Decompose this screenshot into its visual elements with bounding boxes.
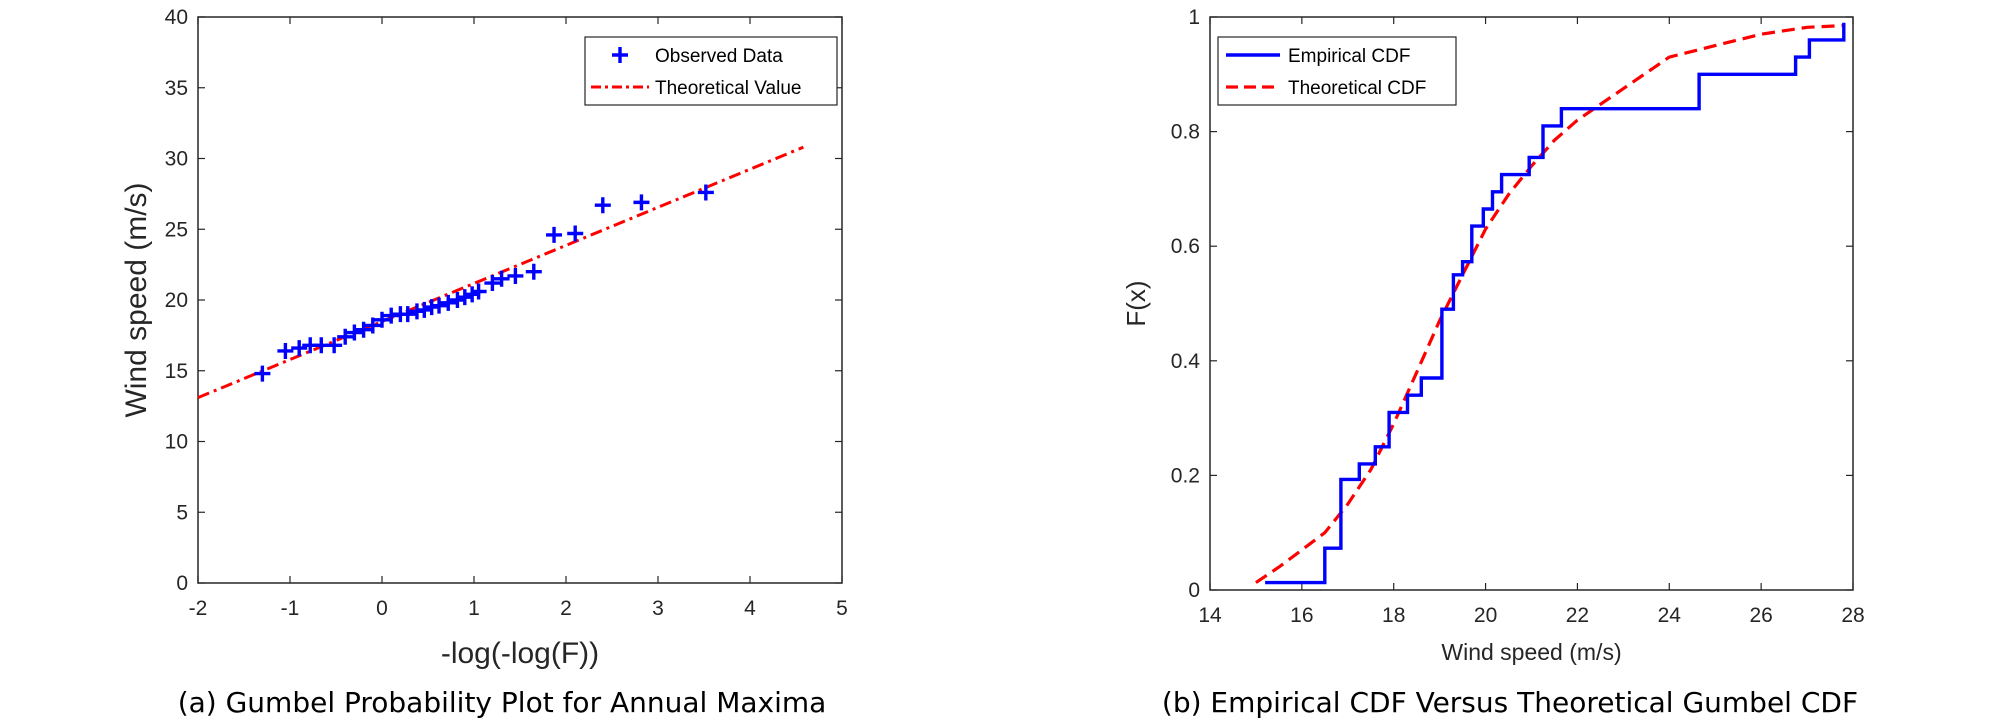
observed-data-point <box>326 337 343 354</box>
observed-data-point <box>697 184 714 201</box>
observed-data-point <box>525 263 542 280</box>
y-axis-title: F(x) <box>1121 280 1151 326</box>
observed-data-point <box>416 301 433 318</box>
x-tick-label: -1 <box>281 597 300 620</box>
y-tick-label: 15 <box>165 360 188 383</box>
y-tick-label: 0 <box>1188 579 1200 602</box>
observed-data-point <box>633 194 650 211</box>
x-tick-label: 24 <box>1658 604 1682 627</box>
legend-theoretical-label: Theoretical Value <box>655 78 801 99</box>
y-tick-label: 1 <box>1188 6 1200 29</box>
observed-data-point <box>456 289 473 306</box>
y-tick-label: 30 <box>165 148 188 171</box>
observed-data-point <box>355 321 372 338</box>
y-tick-label: 35 <box>165 77 188 100</box>
x-tick-label: 22 <box>1566 604 1589 627</box>
legend-observed-marker <box>612 47 628 63</box>
caption-a: (a) Gumbel Probability Plot for Annual M… <box>178 686 827 719</box>
observed-data-point <box>277 342 294 359</box>
observed-data-point <box>507 267 524 284</box>
y-tick-label: 0 <box>176 572 188 595</box>
empirical-cdf-line <box>1265 22 1846 585</box>
x-tick-label: 18 <box>1382 604 1405 627</box>
y-tick-label: 5 <box>176 501 188 524</box>
observed-data-point <box>337 328 354 345</box>
observed-data-point <box>567 225 584 242</box>
observed-data-point <box>440 294 457 311</box>
x-tick-label: -2 <box>189 597 208 620</box>
x-tick-label: 26 <box>1749 604 1772 627</box>
observed-data-point <box>546 226 563 243</box>
observed-data-point <box>594 197 611 214</box>
x-axis-title: -log(-log(F)) <box>441 637 599 670</box>
x-tick-label: 14 <box>1198 604 1222 627</box>
y-tick-label: 0.4 <box>1171 350 1201 373</box>
x-tick-label: 3 <box>652 597 664 620</box>
x-tick-label: 16 <box>1290 604 1313 627</box>
x-tick-label: 20 <box>1474 604 1497 627</box>
legend-observed-label: Observed Data <box>655 46 783 67</box>
observed-data-point <box>493 270 510 287</box>
observed-data-point <box>291 340 308 357</box>
observed-data-point <box>484 275 501 292</box>
y-tick-label: 25 <box>165 218 188 241</box>
x-tick-label: 4 <box>744 597 756 620</box>
observed-data-point <box>449 292 466 308</box>
y-axis-title: Wind speed (m/s) <box>120 182 153 417</box>
observed-data-point <box>470 283 487 300</box>
observed-data-point <box>254 365 271 382</box>
observed-data-point <box>346 324 363 341</box>
y-tick-label: 0.2 <box>1171 464 1200 487</box>
y-tick-label: 10 <box>165 431 188 454</box>
chart-gumbel-probability-plot: -2 -1 0 1 2 3 4 5 0 5 10 15 20 25 30 35 40 -log(-log(F)) W… <box>120 6 848 670</box>
x-axis-title: Wind speed (m/s) <box>1441 639 1621 665</box>
legend-empirical-label: Empirical CDF <box>1288 46 1410 67</box>
legend-box <box>1217 36 1457 106</box>
observed-data-point <box>364 317 381 334</box>
observed-data-point <box>431 297 448 314</box>
x-tick-label: 5 <box>836 597 848 620</box>
caption-b: (b) Empirical CDF Versus Theoretical Gum… <box>1162 686 1858 719</box>
x-tick-label: 1 <box>468 597 480 620</box>
observed-data-point <box>399 306 416 323</box>
x-tick-label: 2 <box>560 597 572 620</box>
x-tick-label: 28 <box>1841 604 1864 627</box>
y-tick-label: 20 <box>165 289 188 312</box>
plot-frame <box>1209 16 1854 591</box>
y-tick-label: 0.8 <box>1171 121 1200 144</box>
legend-box <box>584 36 838 106</box>
chart-empirical-vs-theoretical-cdf: 14 16 18 20 22 24 26 28 0 0.2 0.4 0.6 0.8 1 Wind speed… <box>1121 6 1865 665</box>
observed-data-point <box>374 311 390 328</box>
theoretical-cdf-line <box>1255 24 1844 584</box>
y-tick-label: 0.6 <box>1171 235 1200 258</box>
y-tick-label: 40 <box>165 6 188 29</box>
x-tick-label: 0 <box>376 597 388 620</box>
legend-theoretical-label: Theoretical CDF <box>1288 78 1426 99</box>
